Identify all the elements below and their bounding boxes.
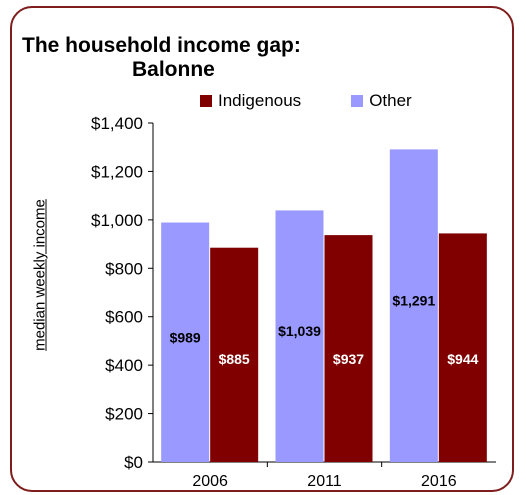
y-tick-label: $1,400 (91, 114, 143, 133)
legend-label-indigenous: Indigenous (218, 91, 302, 110)
data-label: $937 (333, 351, 364, 367)
legend-item-indigenous: Indigenous (200, 91, 301, 111)
y-tick-label: $600 (105, 308, 143, 327)
data-label: $885 (219, 351, 250, 367)
legend: Indigenous Other (200, 91, 412, 111)
legend-label-other: Other (369, 91, 412, 110)
x-tick-label: 2006 (192, 473, 228, 490)
x-tick-label: 2016 (421, 473, 457, 490)
bar-indigenous-2016 (438, 233, 487, 462)
bar-other-2011 (275, 210, 324, 462)
y-tick-label: $0 (124, 453, 143, 472)
y-tick-label: $400 (105, 356, 143, 375)
bar-other-2006 (161, 222, 210, 462)
bar-indigenous-2011 (324, 235, 373, 462)
y-tick-label: $200 (105, 405, 143, 424)
x-tick-label: 2011 (307, 473, 342, 490)
chart-title-line2: Balonne (132, 58, 215, 81)
data-label: $1,291 (392, 293, 435, 309)
y-tick-label: $1,000 (91, 211, 143, 230)
chart-title: The household income gap: Balonne (22, 34, 352, 82)
data-label: $944 (447, 351, 478, 367)
legend-item-other: Other (351, 91, 412, 111)
y-tick-label: $1,200 (91, 162, 143, 181)
legend-swatch-other (351, 95, 364, 107)
bar-indigenous-2006 (210, 247, 259, 462)
y-tick-label: $800 (105, 259, 143, 278)
chart-title-line1: The household income gap: (22, 34, 301, 57)
bar-other-2016 (389, 149, 438, 463)
legend-swatch-indigenous (200, 95, 212, 107)
data-label: $1,039 (278, 323, 321, 339)
data-label: $989 (170, 329, 201, 345)
